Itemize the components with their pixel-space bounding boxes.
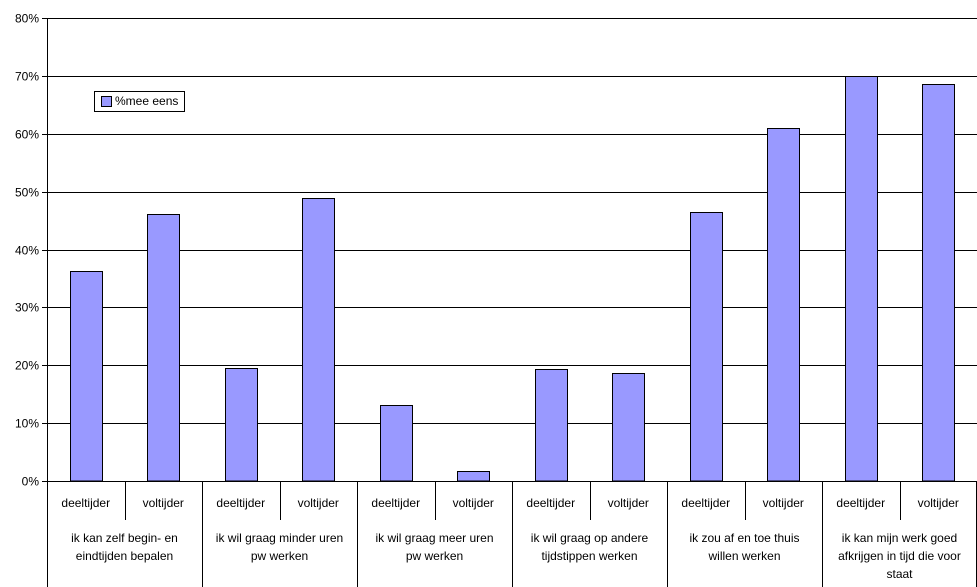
x-group-label: pw werken (251, 549, 308, 563)
bar (71, 272, 103, 482)
x-sublabel: voltijder (143, 496, 184, 510)
bar (613, 374, 645, 482)
x-sublabel: voltijder (763, 496, 804, 510)
x-group-label: ik wil graag minder uren (216, 531, 343, 545)
y-tick-label: 60% (15, 128, 39, 142)
legend: %mee eens (94, 91, 185, 112)
y-tick-label: 40% (15, 244, 39, 258)
x-sublabel: deeltijder (216, 496, 265, 510)
x-sublabel: deeltijder (61, 496, 110, 510)
x-group-label: pw werken (406, 549, 463, 563)
x-group-label: ik zou af en toe thuis (689, 531, 799, 545)
bar (923, 85, 955, 482)
y-tick-label: 80% (15, 12, 39, 26)
y-tick-label: 20% (15, 359, 39, 373)
x-group-label: eindtijden bepalen (76, 549, 173, 563)
bar (691, 213, 723, 482)
y-tick-label: 50% (15, 186, 39, 200)
legend-label: %mee eens (115, 94, 178, 108)
legend-swatch (101, 96, 112, 107)
x-group-label: ik kan zelf begin- en (71, 531, 178, 545)
bar (768, 129, 800, 482)
x-group-label: staat (886, 567, 913, 581)
x-sublabel: voltijder (918, 496, 959, 510)
x-sublabel: voltijder (298, 496, 339, 510)
y-tick-label: 30% (15, 301, 39, 315)
x-sublabel: voltijder (608, 496, 649, 510)
bar (226, 369, 258, 482)
bar (148, 215, 180, 482)
y-tick-label: 0% (22, 475, 40, 489)
bar (536, 370, 568, 482)
x-group-label: willen werken (707, 549, 780, 563)
x-group-label: ik wil graag meer uren (375, 531, 493, 545)
x-sublabel: voltijder (453, 496, 494, 510)
y-tick-label: 10% (15, 417, 39, 431)
y-tick-label: 70% (15, 70, 39, 84)
x-group-label: tijdstippen werken (541, 549, 637, 563)
x-group-label: ik kan mijn werk goed (842, 531, 957, 545)
x-group-label: ik wil graag op andere (531, 531, 649, 545)
x-sublabel: deeltijder (526, 496, 575, 510)
x-sublabel: deeltijder (836, 496, 885, 510)
x-sublabel: deeltijder (681, 496, 730, 510)
bar (303, 199, 335, 482)
bar (846, 77, 878, 482)
bar (458, 472, 490, 482)
bar (381, 406, 413, 482)
x-group-label: afkrijgen in tijd die voor (838, 549, 961, 563)
x-sublabel: deeltijder (371, 496, 420, 510)
plot-area (47, 18, 977, 481)
